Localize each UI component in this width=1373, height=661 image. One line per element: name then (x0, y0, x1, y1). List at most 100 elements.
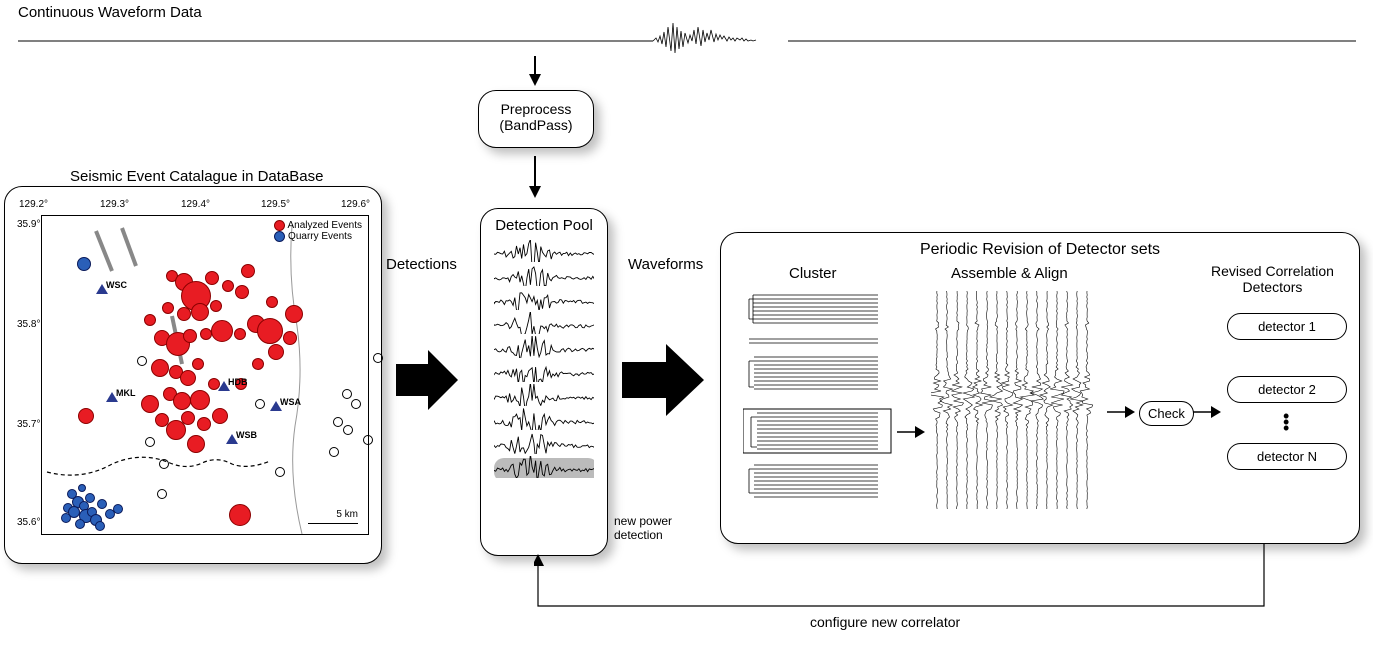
pool-wave (494, 312, 594, 334)
new-power-detection-label: new power detection (614, 514, 672, 542)
hollow-event (342, 389, 352, 399)
analyzed-event (222, 280, 234, 292)
map-panel: 129.2° 129.3° 129.4° 129.5° 129.6° 35.9°… (4, 186, 382, 564)
pool-wave (494, 336, 594, 358)
analyzed-event (210, 300, 222, 312)
waveforms-label: Waveforms (628, 256, 703, 273)
hollow-event (275, 467, 285, 477)
quarry-event (113, 504, 123, 514)
xt4: 129.6° (341, 199, 370, 210)
detector-2: detector 2 (1227, 376, 1347, 403)
preprocess-line1: Preprocess (479, 101, 593, 117)
pool-wave (494, 360, 594, 382)
pool-wave (494, 240, 594, 262)
arrow-assemble-check (1107, 403, 1135, 421)
arrow-head-2 (529, 186, 541, 198)
pool-wave (494, 384, 594, 406)
xt0: 129.2° (19, 199, 48, 210)
quarry-event (78, 484, 86, 492)
analyzed-event (212, 408, 228, 424)
quarry-event (77, 257, 91, 271)
analyzed-event (180, 370, 196, 386)
pool-wave (494, 264, 594, 286)
pool-wave (494, 432, 594, 454)
analyzed-event (173, 392, 191, 410)
legend-analyzed: Analyzed Events (274, 220, 362, 231)
hollow-event (145, 437, 155, 447)
analyzed-event (252, 358, 264, 370)
analyzed-event (197, 417, 211, 431)
arrow-stem-1 (534, 56, 536, 74)
revision-panel: Periodic Revision of Detector sets Clust… (720, 232, 1360, 544)
analyzed-event (241, 264, 255, 278)
pool-wave (494, 456, 594, 478)
station: MKL (106, 392, 118, 402)
analyzed-event (234, 328, 246, 340)
hollow-event (351, 399, 361, 409)
xt2: 129.4° (181, 199, 210, 210)
legend-quarry: Quarry Events (274, 231, 362, 242)
feedback-line (534, 544, 1274, 616)
analyzed-event (235, 285, 249, 299)
analyzed-event (229, 504, 251, 526)
analyzed-event (187, 435, 205, 453)
hollow-event (157, 489, 167, 499)
station: WSC (96, 284, 108, 294)
detections-label: Detections (386, 256, 457, 273)
detector-n: detector N (1227, 443, 1347, 470)
station: HDB (218, 381, 230, 391)
revision-title: Periodic Revision of Detector sets (721, 241, 1359, 259)
map-area: Analyzed Events Quarry Events 5 km WSC MK… (41, 215, 369, 535)
hollow-event (373, 353, 383, 363)
yt1: 35.8° (17, 319, 40, 330)
yt2: 35.7° (17, 419, 40, 430)
assemble-waveforms (931, 291, 1101, 521)
arrow-cluster-assemble (897, 423, 925, 441)
detector-1: detector 1 (1227, 313, 1347, 340)
hollow-event (137, 356, 147, 366)
arrow-check-detectors (1193, 403, 1221, 421)
cluster-label: Cluster (789, 265, 837, 282)
pool-wave (494, 288, 594, 310)
analyzed-event (285, 305, 303, 323)
detection-pool-panel: Detection Pool (480, 208, 608, 556)
vdots-icon: ••• (1283, 413, 1373, 431)
quarry-event (95, 521, 105, 531)
analyzed-event (177, 307, 191, 321)
analyzed-event (141, 395, 159, 413)
map-title: Seismic Event Catalague in DataBase (70, 168, 323, 185)
pool-wave (494, 408, 594, 430)
analyzed-event (266, 296, 278, 308)
arrow-head-1 (529, 74, 541, 86)
hollow-event (329, 447, 339, 457)
quarry-event (97, 499, 107, 509)
arrow-stem-2 (534, 156, 536, 186)
analyzed-event (144, 314, 156, 326)
xt1: 129.3° (100, 199, 129, 210)
hollow-event (333, 417, 343, 427)
continuous-waveform (18, 18, 1356, 64)
check-box: Check (1139, 401, 1194, 426)
station: WSB (226, 434, 238, 444)
analyzed-event (268, 344, 284, 360)
analyzed-event (166, 420, 186, 440)
analyzed-event (192, 358, 204, 370)
quarry-event (75, 519, 85, 529)
analyzed-event (211, 320, 233, 342)
analyzed-event (205, 271, 219, 285)
detectors-label: Revised Correlation Detectors (1211, 263, 1334, 295)
scale-label: 5 km (336, 509, 358, 520)
analyzed-event (162, 302, 174, 314)
preprocess-box: Preprocess (BandPass) (478, 90, 594, 148)
station: WSA (270, 401, 282, 411)
hollow-event (159, 459, 169, 469)
analyzed-event (190, 390, 210, 410)
assemble-label: Assemble & Align (951, 265, 1068, 282)
detection-pool-title: Detection Pool (481, 217, 607, 234)
quarry-event (61, 513, 71, 523)
preprocess-line2: (BandPass) (479, 117, 593, 133)
hollow-event (343, 425, 353, 435)
analyzed-event (78, 408, 94, 424)
yt0: 35.9° (17, 219, 40, 230)
feedback-label: configure new correlator (810, 614, 960, 630)
